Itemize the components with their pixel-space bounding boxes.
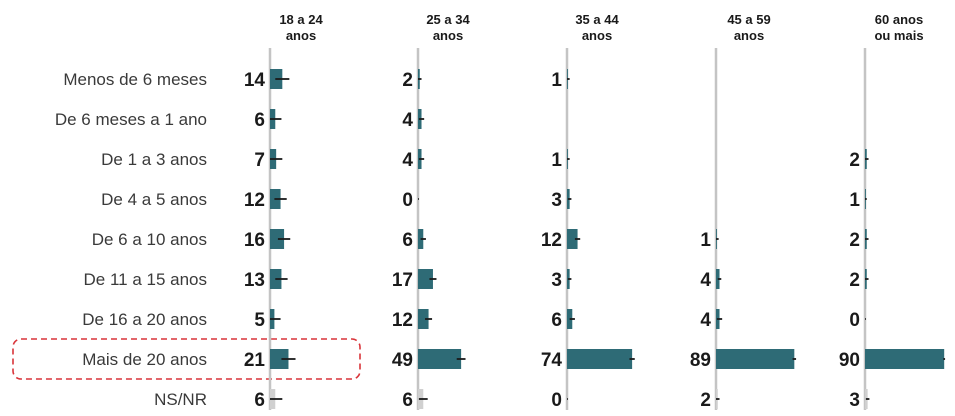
value-label: 1 <box>849 190 860 211</box>
value-label: 74 <box>541 350 563 371</box>
category-label: Mais de 20 anos <box>82 350 207 369</box>
value-label: 6 <box>254 110 265 131</box>
value-label: 1 <box>700 230 711 251</box>
value-label: 6 <box>402 390 413 411</box>
column-header: 45 a 59 <box>727 12 770 27</box>
value-label: 89 <box>690 350 711 371</box>
bar <box>567 229 578 249</box>
value-label: 3 <box>849 390 860 411</box>
category-label: De 1 a 3 anos <box>101 150 207 169</box>
value-label: 6 <box>254 390 265 411</box>
bar <box>270 229 285 249</box>
value-label: 3 <box>551 190 562 211</box>
value-label: 6 <box>551 310 562 331</box>
category-label: Menos de 6 meses <box>63 70 207 89</box>
column-header: 60 anos <box>875 12 923 27</box>
value-label: 12 <box>392 310 413 331</box>
column-header: anos <box>734 28 764 43</box>
category-label: De 11 a 15 anos <box>84 270 208 289</box>
value-label: 90 <box>839 350 860 371</box>
value-label: 0 <box>849 310 860 331</box>
value-label: 5 <box>254 310 265 331</box>
bar <box>270 349 289 369</box>
value-label: 4 <box>700 310 711 331</box>
category-label: De 4 a 5 anos <box>101 190 207 209</box>
column-header: ou mais <box>874 28 923 43</box>
value-label: 0 <box>402 190 413 211</box>
value-label: 1 <box>551 70 562 91</box>
column-header: 18 a 24 <box>279 12 323 27</box>
bar <box>418 309 429 329</box>
value-label: 4 <box>402 150 413 171</box>
value-label: 12 <box>541 230 562 251</box>
bar <box>567 349 633 369</box>
bar <box>716 349 795 369</box>
value-label: 0 <box>551 390 562 411</box>
category-label: De 6 a 10 anos <box>92 230 207 249</box>
bar <box>865 349 945 369</box>
value-label: 2 <box>849 270 860 291</box>
value-label: 2 <box>849 150 860 171</box>
value-label: 21 <box>244 350 266 371</box>
value-label: 4 <box>402 110 413 131</box>
value-label: 2 <box>402 70 413 91</box>
column-header: 35 a 44 <box>575 12 619 27</box>
value-label: 12 <box>244 190 265 211</box>
value-label: 2 <box>700 390 711 411</box>
column-header: anos <box>433 28 463 43</box>
bar <box>418 349 462 369</box>
value-label: 1 <box>551 150 562 171</box>
value-label: 17 <box>392 270 413 291</box>
bar <box>418 269 433 289</box>
column-header: anos <box>582 28 612 43</box>
value-label: 7 <box>254 150 265 171</box>
column-header: 25 a 34 <box>426 12 470 27</box>
value-label: 2 <box>849 230 860 251</box>
value-label: 6 <box>402 230 413 251</box>
value-label: 49 <box>392 350 413 371</box>
category-label: NS/NR <box>154 390 207 409</box>
value-label: 3 <box>551 270 562 291</box>
category-label: De 6 meses a 1 ano <box>55 110 207 129</box>
value-label: 14 <box>244 70 266 91</box>
value-label: 13 <box>244 270 265 291</box>
column-header: anos <box>286 28 316 43</box>
highlight-box <box>12 338 361 380</box>
category-label: De 16 a 20 anos <box>82 310 207 329</box>
value-label: 16 <box>244 230 265 251</box>
value-label: 4 <box>700 270 711 291</box>
